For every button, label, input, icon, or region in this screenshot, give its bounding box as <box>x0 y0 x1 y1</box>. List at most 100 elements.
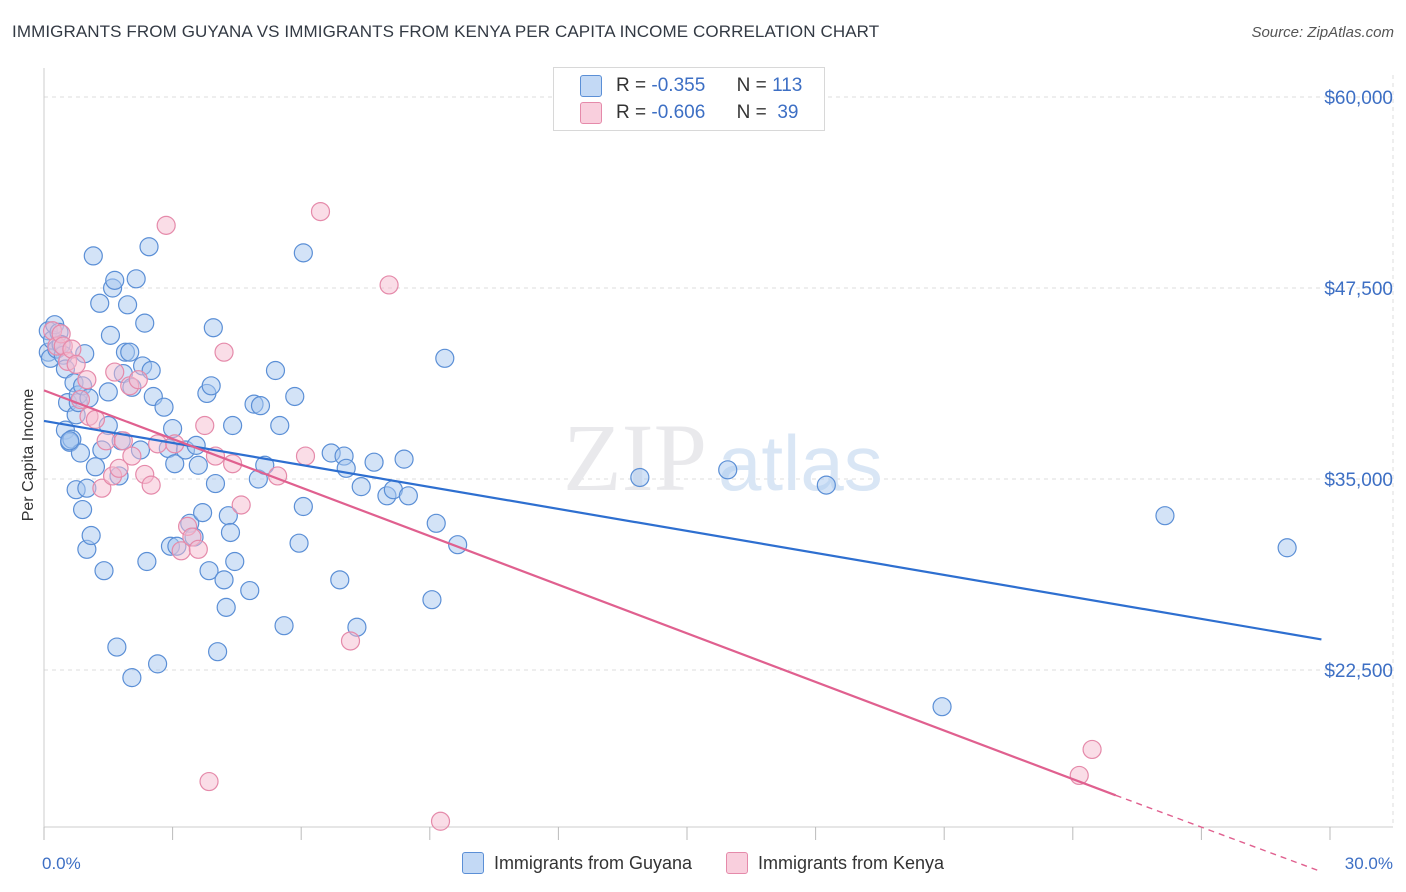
n-value: 39 <box>777 102 799 123</box>
guyana-point <box>208 642 228 662</box>
stats-legend: R = -0.355 N = 113 R = -0.606 N = 39 <box>553 67 825 131</box>
kenya-point <box>295 446 316 466</box>
guyana-point <box>126 269 146 289</box>
guyana-point <box>270 415 290 436</box>
guyana-point <box>293 496 313 517</box>
guyana-point <box>394 449 414 469</box>
chart-title: IMMIGRANTS FROM GUYANA VS IMMIGRANTS FRO… <box>12 22 880 41</box>
guyana-point <box>293 243 313 263</box>
guyana-point <box>265 360 286 381</box>
kenya-point <box>128 370 148 390</box>
guyana-point <box>718 460 738 480</box>
guyana-point <box>1277 538 1297 558</box>
guyana-point <box>330 570 350 590</box>
stats-row-guyana: R = -0.355 N = 113 <box>580 73 802 99</box>
guyana-point <box>435 348 455 368</box>
guyana-point <box>1155 506 1175 526</box>
y-tick-label: $35,000 <box>1324 470 1393 491</box>
x-tick-label: 30.0% <box>1345 854 1393 873</box>
source-note: Source: ZipAtlas.com <box>1251 24 1394 41</box>
trend-line-kenya <box>43 389 1117 797</box>
guyana-point <box>932 697 952 717</box>
trend-line-kenya-extension <box>1115 794 1322 873</box>
guyana-point <box>289 533 309 553</box>
y-tick-label: $22,500 <box>1324 661 1393 682</box>
kenya-point <box>199 771 219 792</box>
trend-line-guyana <box>43 419 1322 641</box>
guyana-point <box>422 590 442 610</box>
legend-swatch-guyana <box>461 852 484 874</box>
guyana-point <box>216 597 236 617</box>
guyana-point <box>83 246 103 266</box>
guyana-point <box>105 270 125 290</box>
guyana-point <box>214 570 234 590</box>
kenya-point <box>66 354 86 374</box>
guyana-point <box>85 457 106 477</box>
guyana-point <box>122 668 142 688</box>
guyana-point <box>223 415 243 436</box>
kenya-point <box>96 431 116 451</box>
guyana-point <box>107 637 127 657</box>
guyana-point <box>274 616 294 636</box>
kenya-point <box>77 370 97 390</box>
guyana-point <box>199 561 219 581</box>
kenya-point <box>195 415 215 436</box>
watermark-atlas: atlas <box>718 419 883 507</box>
guyana-point <box>117 295 138 315</box>
guyana-point <box>137 551 157 572</box>
legend-item-guyana[interactable]: Immigrants from Guyana <box>461 852 692 874</box>
guyana-point <box>147 654 168 674</box>
guyana-point <box>364 452 384 472</box>
kenya-point <box>340 631 361 651</box>
guyana-point <box>188 455 208 475</box>
guyana-point <box>205 473 226 494</box>
kenya-point <box>92 478 112 498</box>
watermark: ZIP atlas <box>563 404 883 511</box>
r-label: R = <box>616 102 647 123</box>
guyana-point <box>81 525 101 546</box>
y-tick-label: $60,000 <box>1324 88 1393 109</box>
data-points <box>38 202 1297 831</box>
n-label: N = <box>736 102 767 123</box>
guyana-point <box>240 580 260 601</box>
guyana-point <box>70 443 91 463</box>
n-value: 113 <box>772 75 803 96</box>
guyana-point <box>98 382 118 402</box>
kenya-point <box>156 215 176 235</box>
trend-lines <box>43 389 1322 873</box>
guyana-point <box>201 376 221 396</box>
series-legend: Immigrants from Guyana Immigrants from K… <box>0 852 1406 874</box>
guyana-point <box>816 475 836 495</box>
x-tick-labels: 0.0% 30.0% <box>42 854 1393 873</box>
legend-label-kenya: Immigrants from Kenya <box>758 852 945 873</box>
kenya-point <box>310 202 331 222</box>
legend-swatch-kenya <box>580 102 602 124</box>
y-tick-label: $47,500 <box>1324 279 1393 300</box>
kenya-point <box>141 475 161 495</box>
legend-item-kenya[interactable]: Immigrants from Kenya <box>726 852 944 874</box>
r-label: R = <box>616 75 647 96</box>
guyana-point <box>94 561 114 581</box>
stats-row-kenya: R = -0.606 N = 39 <box>580 100 798 126</box>
x-tick-label: 0.0% <box>42 854 81 873</box>
guyana-point <box>203 318 223 338</box>
n-label: N = <box>736 75 767 96</box>
kenya-point <box>122 446 142 466</box>
r-value: -0.355 <box>651 75 706 96</box>
guyana-point <box>220 522 241 543</box>
legend-label-guyana: Immigrants from Guyana <box>493 852 692 873</box>
kenya-point <box>231 495 251 515</box>
guyana-point <box>398 486 418 506</box>
guyana-point <box>351 477 371 497</box>
kenya-point <box>430 811 451 831</box>
guyana-point <box>90 293 110 313</box>
kenya-point <box>1082 739 1102 760</box>
guyana-point <box>72 499 93 520</box>
guyana-point <box>193 503 213 523</box>
kenya-point <box>379 275 399 295</box>
kenya-point <box>105 362 125 382</box>
kenya-point <box>188 539 208 559</box>
y-tick-labels: $22,500 $35,000 $47,500 $60,000 <box>1324 88 1393 682</box>
guyana-point <box>426 513 446 533</box>
